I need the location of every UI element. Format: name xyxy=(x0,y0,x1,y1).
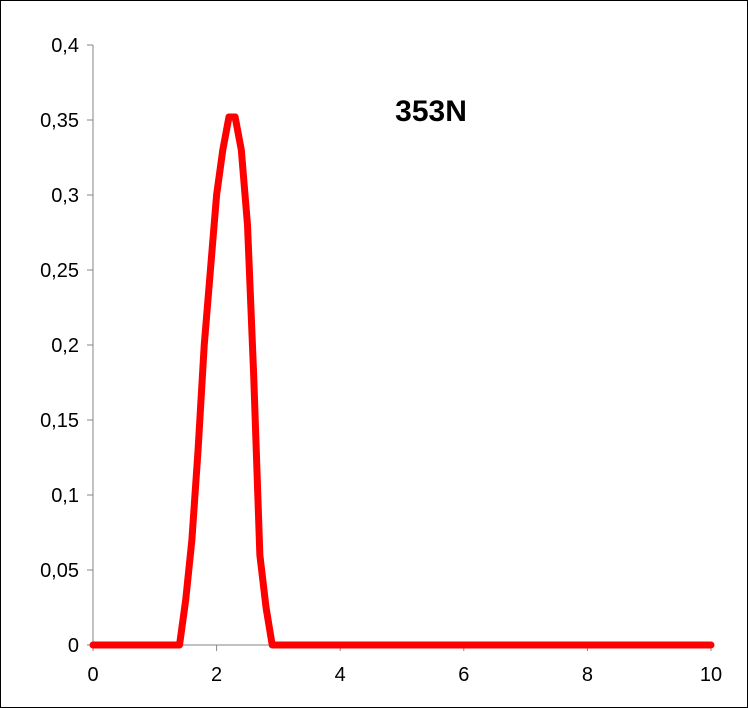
y-tick-label: 0,4 xyxy=(51,35,79,57)
y-tick-label: 0,25 xyxy=(40,260,79,282)
y-tick-label: 0,35 xyxy=(40,110,79,132)
x-tick-label: 8 xyxy=(582,664,593,686)
series-layer xyxy=(89,113,715,649)
y-tick-label: 0,3 xyxy=(51,185,79,207)
y-tick-label: 0,2 xyxy=(51,335,79,357)
x-tick-label: 0 xyxy=(87,664,98,686)
y-tick-label: 0 xyxy=(68,635,79,657)
y-tick-label: 0,05 xyxy=(40,560,79,582)
x-tick-label: 2 xyxy=(211,664,222,686)
y-tick-label: 0,1 xyxy=(51,485,79,507)
chart-title: 353N xyxy=(395,95,467,128)
x-tick-label: 10 xyxy=(700,664,722,686)
x-tick-label: 4 xyxy=(335,664,346,686)
x-tick-label: 6 xyxy=(458,664,469,686)
axes: 0 0,05 0,1 0,15 0,2 0,25 0,3 0,35 0,4 0 2 4 6 8 10 xyxy=(40,35,722,686)
series-line xyxy=(89,113,715,649)
y-tick-label: 0,15 xyxy=(40,410,79,432)
